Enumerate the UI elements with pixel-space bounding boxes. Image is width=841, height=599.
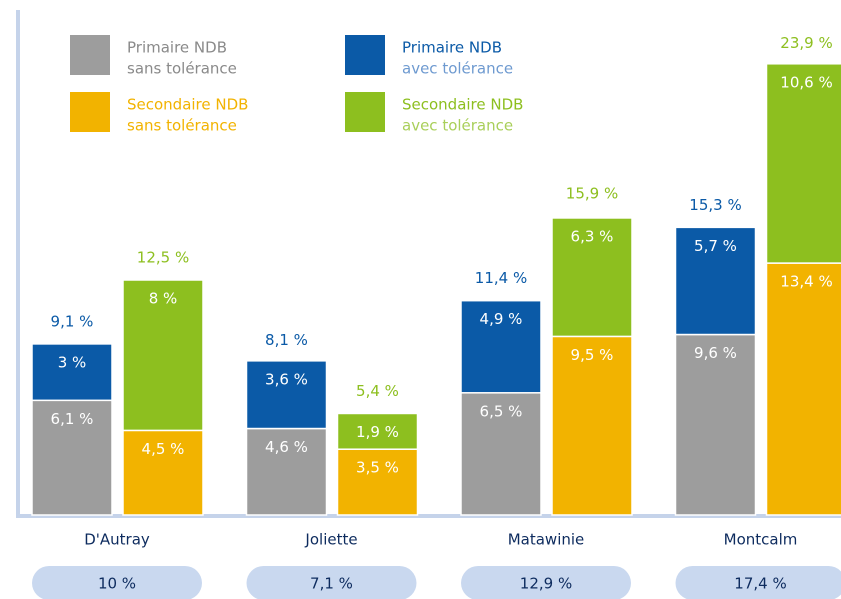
total-label: 12,5 % [137, 249, 189, 267]
total-label: 15,9 % [566, 185, 618, 203]
legend-sublabel: sans tolérance [127, 60, 237, 78]
total-label: 9,1 % [51, 312, 94, 330]
overall-label: 12,9 % [520, 575, 572, 593]
bar-segment [460, 392, 542, 516]
value-label: 4,5 % [142, 440, 185, 458]
bar-segment [551, 217, 633, 338]
overall-label: 17,4 % [734, 575, 786, 593]
bar-segment [245, 427, 328, 516]
overall-pill [675, 566, 841, 599]
bar-segment [765, 63, 841, 264]
value-label: 8 % [149, 290, 178, 308]
legend-swatch [70, 35, 110, 75]
overall-label: 10 % [98, 575, 136, 593]
legend-label: Primaire NDB [127, 39, 227, 57]
bar-segment [31, 399, 113, 516]
bar-segment [245, 360, 328, 430]
total-label: 23,9 % [780, 34, 832, 52]
bar-segment [674, 333, 757, 516]
value-label: 1,9 % [356, 423, 399, 441]
x-tick-label: D'Autray [84, 531, 150, 549]
value-label: 13,4 % [780, 273, 832, 291]
x-tick-label: Matawinie [508, 531, 585, 549]
bar-segment [460, 299, 542, 394]
value-label: 6,3 % [571, 227, 614, 245]
total-label: 11,4 % [475, 269, 527, 287]
bar-segment [122, 279, 204, 432]
legend-swatch [70, 92, 110, 132]
overall-pill [461, 566, 631, 599]
total-label: 15,3 % [689, 196, 741, 214]
value-label: 9,6 % [694, 344, 737, 362]
value-label: 3,6 % [265, 370, 308, 388]
bar-segment [336, 448, 419, 516]
value-label: 9,5 % [571, 346, 614, 364]
legend-label: Secondaire NDB [402, 96, 523, 114]
legend-label: Secondaire NDB [127, 96, 248, 114]
value-label: 4,6 % [265, 438, 308, 456]
total-label: 8,1 % [265, 331, 308, 349]
legend-sublabel: avec tolérance [402, 117, 513, 135]
bar-segment [31, 343, 113, 402]
legend-swatch [345, 35, 385, 75]
legend-sublabel: avec tolérance [402, 60, 513, 78]
overall-pill [32, 566, 202, 599]
legend-label: Primaire NDB [402, 39, 502, 57]
x-tick-label: Joliette [304, 531, 357, 549]
bar-segment [336, 412, 419, 450]
bar-segment [551, 335, 633, 516]
legend-sublabel: sans tolérance [127, 117, 237, 135]
overall-pill [246, 566, 417, 599]
bar-segment [674, 226, 757, 336]
overall-label: 7,1 % [310, 575, 353, 593]
total-label: 5,4 % [356, 382, 399, 400]
value-label: 6,5 % [480, 402, 523, 420]
value-label: 4,9 % [480, 310, 523, 328]
value-label: 5,7 % [694, 237, 737, 255]
value-label: 6,1 % [51, 410, 94, 428]
legend-swatch [345, 92, 385, 132]
value-label: 3 % [58, 353, 87, 371]
x-tick-label: Montcalm [724, 531, 798, 549]
value-label: 3,5 % [356, 459, 399, 477]
bar-segment [765, 262, 841, 516]
value-label: 10,6 % [780, 73, 832, 91]
